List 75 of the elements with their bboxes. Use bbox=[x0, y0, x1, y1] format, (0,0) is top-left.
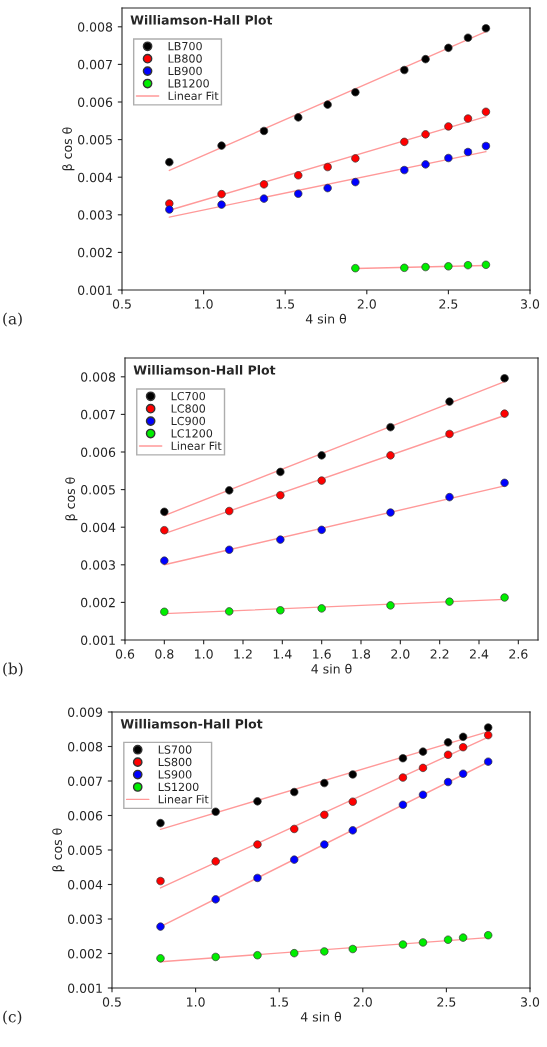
y-tick-label: 0.009 bbox=[68, 707, 103, 717]
y-axis-title: β cos θ bbox=[52, 828, 65, 872]
x-axis-title: 4 sin θ bbox=[311, 663, 352, 674]
chart-title: Williamson-Hall Plot bbox=[133, 365, 276, 375]
y-tick-label: 0.003 bbox=[81, 560, 115, 570]
x-tick-label: 0.5 bbox=[112, 299, 131, 309]
y-tick-label: 0.001 bbox=[78, 285, 112, 295]
legend-label: LB700 bbox=[168, 41, 202, 51]
y-tick-label: 0.005 bbox=[78, 135, 112, 145]
legend-label: LC1200 bbox=[171, 429, 213, 438]
x-axis-title: 4 sin θ bbox=[300, 1011, 342, 1022]
x-tick-label: 1.2 bbox=[234, 649, 252, 659]
y-tick-label: 0.004 bbox=[68, 879, 103, 890]
text: (c) bbox=[3, 1010, 22, 1025]
legend-label: Linear Fit bbox=[171, 441, 222, 450]
y-tick-label: 0.006 bbox=[68, 810, 103, 821]
legend-label: LC700 bbox=[171, 391, 206, 401]
y-tick-label: 0.007 bbox=[81, 409, 115, 420]
chart-title: Williamson-Hall Plot bbox=[120, 718, 263, 729]
legend-label: Linear Fit bbox=[158, 794, 209, 804]
x-tick-label: 1.4 bbox=[273, 649, 292, 659]
chart-title: Williamson-Hall Plot bbox=[130, 15, 273, 25]
y-tick-label: 0.007 bbox=[78, 59, 112, 70]
x-tick-label: 0.8 bbox=[155, 649, 174, 659]
x-tick-label: 2.5 bbox=[437, 997, 456, 1007]
y-tick-label: 0.001 bbox=[68, 983, 102, 993]
x-tick-label: 1.5 bbox=[270, 997, 289, 1007]
x-tick-label: 3.0 bbox=[521, 299, 540, 309]
y-tick-label: 0.006 bbox=[81, 447, 116, 457]
x-tick-label: 1.0 bbox=[195, 649, 213, 659]
x-tick-label: 2.4 bbox=[469, 649, 489, 659]
x-tick-label: 2.6 bbox=[509, 649, 528, 659]
legend-label: LC900 bbox=[171, 416, 206, 426]
legend-label: LB1200 bbox=[168, 79, 209, 88]
x-tick-label: 1.5 bbox=[276, 299, 295, 309]
legend-label: LB800 bbox=[168, 54, 202, 63]
x-tick-label: 2.0 bbox=[357, 299, 376, 309]
y-tick-label: 0.007 bbox=[68, 776, 102, 786]
y-tick-label: 0.002 bbox=[68, 948, 102, 959]
y-tick-label: 0.004 bbox=[78, 172, 113, 183]
x-tick-label: 3.0 bbox=[521, 997, 540, 1007]
y-tick-label: 0.005 bbox=[81, 485, 115, 495]
legend-label: LC800 bbox=[171, 404, 206, 413]
legend-label: LS700 bbox=[158, 745, 192, 754]
x-tick-label: 1.8 bbox=[352, 649, 371, 659]
text: (a) bbox=[3, 312, 22, 327]
x-tick-label: 1.0 bbox=[195, 299, 213, 309]
y-tick-label: 0.003 bbox=[78, 210, 112, 220]
y-tick-label: 0.002 bbox=[81, 597, 115, 608]
y-tick-label: 0.008 bbox=[68, 741, 103, 752]
x-tick-label: 1.0 bbox=[187, 997, 205, 1007]
x-tick-label: 2.0 bbox=[353, 997, 372, 1007]
legend-label: LB900 bbox=[168, 66, 202, 76]
y-tick-label: 0.004 bbox=[81, 522, 116, 533]
y-tick-label: 0.006 bbox=[78, 97, 113, 107]
y-tick-label: 0.008 bbox=[78, 22, 113, 32]
y-tick-label: 0.003 bbox=[68, 914, 102, 924]
x-axis-title: 4 sin θ bbox=[305, 313, 347, 324]
y-tick-label: 0.008 bbox=[81, 372, 116, 382]
y-tick-label: 0.001 bbox=[81, 635, 115, 645]
x-tick-label: 0.5 bbox=[102, 997, 121, 1007]
legend-label: LS1200 bbox=[158, 782, 199, 792]
x-tick-label: 2.5 bbox=[439, 299, 458, 309]
y-tick-label: 0.005 bbox=[68, 845, 102, 855]
legend-label: LS800 bbox=[158, 757, 192, 767]
x-tick-label: 0.6 bbox=[115, 649, 135, 659]
x-tick-label: 2.0 bbox=[391, 649, 410, 659]
y-axis-title: β cos θ bbox=[62, 127, 75, 171]
y-axis-title: β cos θ bbox=[65, 477, 78, 521]
x-tick-label: 2.2 bbox=[430, 649, 449, 659]
legend-label: LS900 bbox=[158, 770, 192, 779]
text: (b) bbox=[3, 662, 23, 677]
legend-label: Linear Fit bbox=[168, 91, 219, 100]
y-tick-label: 0.002 bbox=[78, 247, 112, 258]
x-tick-label: 1.6 bbox=[313, 649, 331, 659]
